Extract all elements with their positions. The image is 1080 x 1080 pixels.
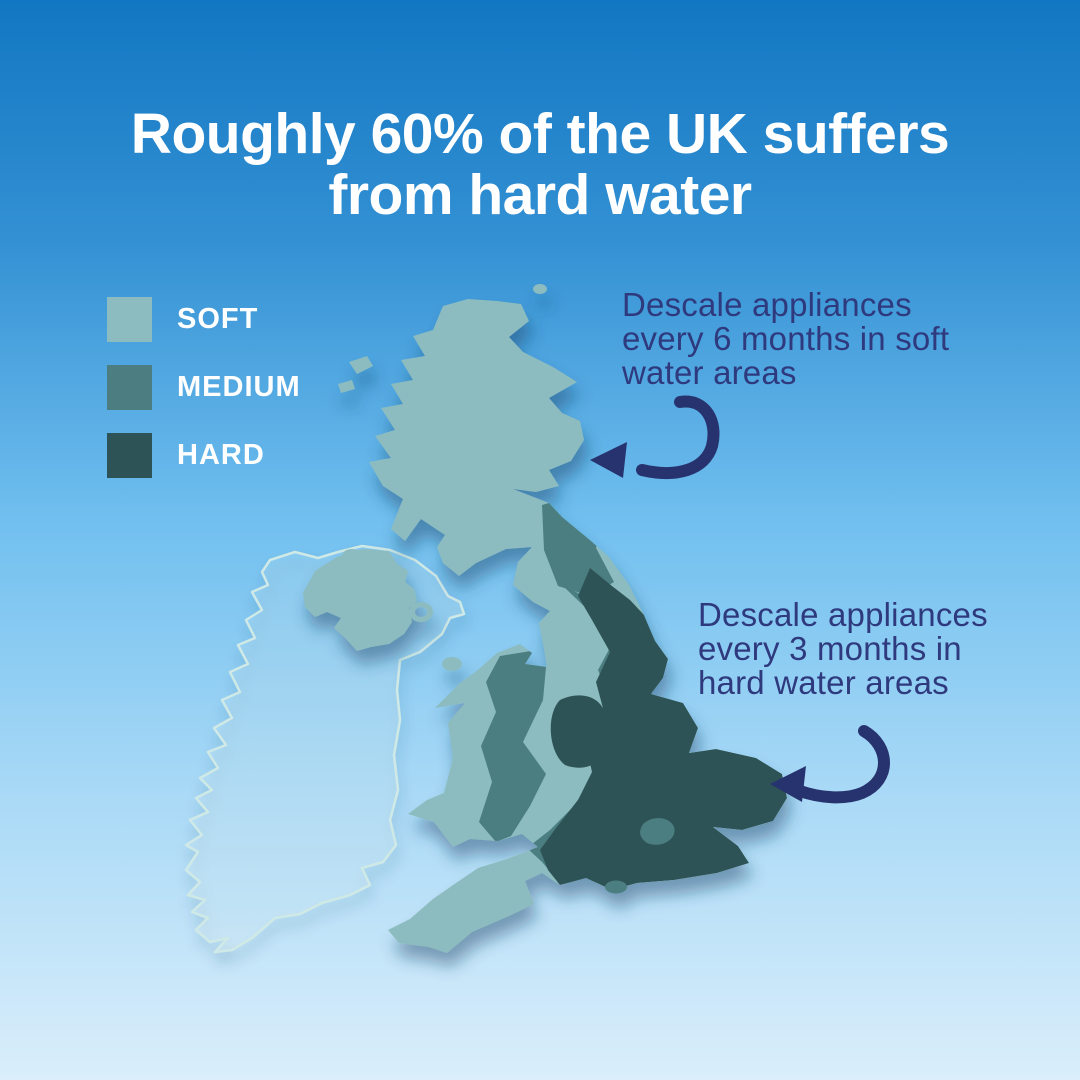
title-line-1: Roughly 60% of the UK suffers [130, 102, 950, 166]
legend-label-hard: HARD [177, 439, 265, 471]
annotation-soft-line-3: water areas [622, 354, 797, 391]
region-east-south-east-england [540, 568, 787, 890]
arrow-soft-annotation [590, 395, 720, 479]
island-hebrides-2 [338, 380, 355, 393]
title-line-2: from hard water [328, 163, 752, 227]
region-northern-ireland [303, 549, 417, 651]
island-orkney [533, 284, 547, 294]
island-hebrides [349, 356, 373, 374]
arrowhead-soft [590, 442, 627, 478]
annotation-hard-line-2: every 3 months in [698, 630, 962, 667]
legend-row-hard: HARD [107, 433, 301, 478]
legend-label-medium: MEDIUM [177, 371, 301, 403]
annotation-soft-line-1: Descale appliances [622, 286, 912, 323]
arrowhead-hard [770, 766, 806, 802]
annotation-hard-line-3: hard water areas [698, 664, 949, 701]
arrow-hard-annotation [770, 725, 890, 804]
annotation-hard-water: Descale appliances every 3 months in har… [698, 598, 1058, 700]
island-anglesey [442, 657, 462, 671]
annotation-soft-water: Descale appliances every 6 months in sof… [622, 288, 1022, 390]
region-isle-of-wight [605, 880, 627, 894]
northern-ireland-strangford-ring [409, 602, 433, 622]
annotation-hard-line-1: Descale appliances [698, 596, 988, 633]
legend-row-soft: SOFT [107, 297, 301, 342]
legend-swatch-soft [107, 297, 152, 342]
legend-swatch-hard [107, 433, 152, 478]
annotation-soft-line-2: every 6 months in soft [622, 320, 950, 357]
region-republic-of-ireland [184, 544, 466, 954]
legend: SOFT MEDIUM HARD [107, 297, 301, 501]
region-london-area [640, 818, 675, 845]
page-title: Roughly 60% of the UK suffers from hard … [0, 104, 1080, 226]
region-east-wales [479, 651, 546, 842]
legend-swatch-medium [107, 365, 152, 410]
legend-row-medium: MEDIUM [107, 365, 301, 410]
legend-label-soft: SOFT [177, 303, 259, 335]
